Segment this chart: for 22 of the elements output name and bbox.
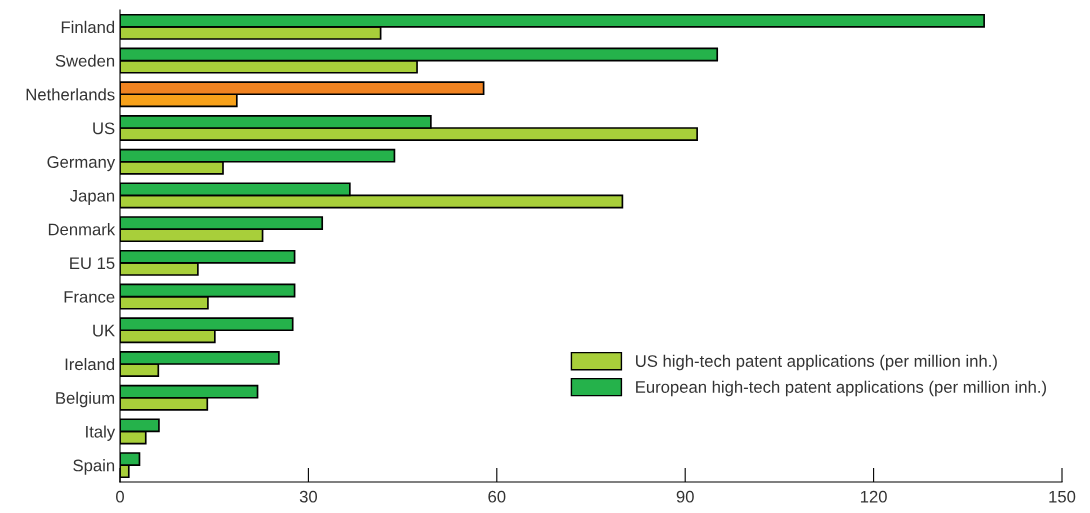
x-tick-label: 120 [860,490,887,503]
legend-label: US high-tech patent applications (per million inh.) [636,354,997,371]
y-tick-label: Ireland [65,357,115,371]
y-tick-label: Japan [69,190,115,205]
legend-label: European high-tech patent applications (per million inh.) [636,380,1046,397]
y-tick-label: US [93,122,115,135]
y-tick-label: EU 15 [70,257,115,270]
x-tick-label: 60 [488,490,506,503]
x-tick-label: 90 [676,490,694,503]
y-tick-label: Finland [61,20,115,34]
y-tick-label: Denmark [48,223,116,236]
y-tick-label: Sweden [55,54,115,67]
y-tick-label: Netherlands [26,88,115,101]
x-tick-label: 0 [116,490,124,503]
y-tick-label: Italy [86,425,116,441]
y-tick-label: Belgium [56,391,115,408]
x-tick-label: 150 [1049,490,1076,503]
y-tick-label: Spain [73,459,115,475]
y-tick-label: UK [93,324,115,337]
y-tick-label: Germany [47,156,116,172]
y-tick-label: France [64,291,115,303]
x-tick-label: 30 [299,490,318,503]
